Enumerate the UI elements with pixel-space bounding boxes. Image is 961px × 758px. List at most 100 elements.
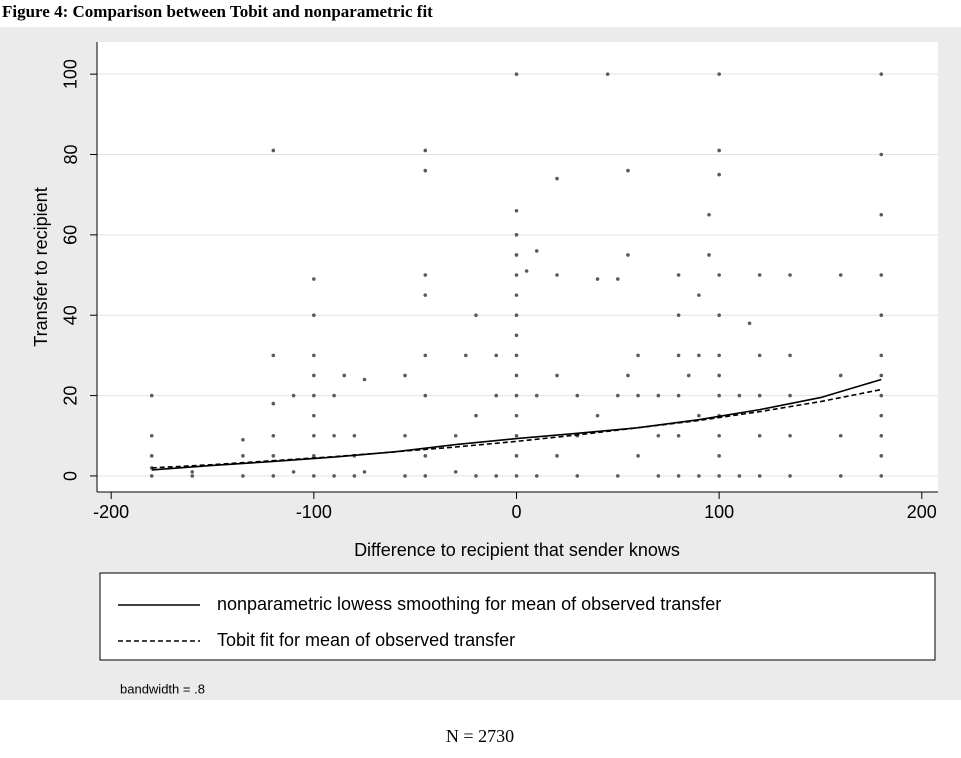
scatter-point — [423, 454, 428, 458]
scatter-point — [271, 148, 276, 153]
scatter-point — [788, 433, 792, 438]
scatter-point — [423, 353, 428, 358]
scatter-point — [291, 393, 296, 398]
scatter-point — [534, 474, 539, 478]
scatter-point — [879, 433, 884, 438]
y-tick-label: 40 — [61, 305, 81, 325]
scatter-point — [686, 373, 691, 378]
scatter-point — [575, 474, 580, 478]
scatter-point — [423, 273, 428, 277]
y-tick-label: 0 — [61, 471, 81, 481]
scatter-point — [788, 474, 792, 478]
scatter-point — [717, 433, 721, 438]
x-tick-label: 0 — [511, 502, 521, 522]
scatter-point — [626, 373, 630, 378]
scatter-point — [474, 313, 478, 318]
scatter-point — [403, 433, 407, 438]
scatter-point — [595, 413, 600, 418]
scatter-point — [676, 393, 681, 398]
scatter-point — [312, 373, 316, 378]
plot-area — [97, 42, 938, 492]
scatter-point — [717, 148, 721, 153]
scatter-point — [697, 293, 701, 297]
scatter-point — [676, 474, 681, 478]
scatter-point — [747, 321, 752, 326]
scatter-point — [312, 413, 316, 418]
scatter-point — [717, 373, 721, 378]
scatter-point — [362, 377, 367, 382]
scatter-point — [555, 273, 559, 277]
scatter-point — [555, 176, 559, 181]
scatter-point — [190, 474, 195, 478]
scatter-point — [514, 313, 519, 318]
scatter-point — [879, 454, 884, 458]
scatter-point — [312, 454, 316, 458]
fit-line — [151, 378, 882, 471]
scatter-point — [879, 212, 884, 217]
scatter-point — [494, 353, 499, 358]
scatter-point — [676, 313, 681, 318]
scatter-point — [312, 353, 316, 358]
scatter-point — [879, 273, 884, 277]
scatter-point — [697, 353, 701, 358]
scatter-point — [423, 474, 428, 478]
scatter-point — [717, 273, 721, 277]
scatter-point — [514, 273, 519, 277]
scatter-point — [474, 474, 478, 478]
scatter-point — [717, 313, 721, 318]
scatter-point — [423, 393, 428, 398]
scatter-point — [717, 172, 721, 177]
chart-title: Figure 4: Comparison between Tobit and n… — [2, 2, 433, 21]
scatter-point — [534, 249, 539, 253]
scatter-point — [879, 313, 884, 318]
scatter-point — [656, 433, 661, 438]
caption: N = 2730 — [446, 726, 514, 746]
x-tick-label: 100 — [704, 502, 734, 522]
scatter-point — [464, 353, 468, 358]
scatter-point — [636, 393, 640, 398]
scatter-point — [241, 454, 245, 458]
scatter-point — [403, 474, 407, 478]
scatter-point — [514, 393, 519, 398]
scatter-point — [676, 273, 681, 277]
scatter-point — [697, 474, 701, 478]
scatter-point — [707, 212, 711, 217]
scatter-point — [879, 413, 884, 418]
scatter-point — [149, 433, 154, 438]
scatter-point — [555, 454, 559, 458]
scatter-point — [453, 470, 458, 474]
y-tick-label: 60 — [61, 225, 81, 245]
scatter-point — [626, 253, 630, 257]
scatter-point — [737, 393, 742, 398]
scatter-point — [757, 273, 762, 277]
scatter-point — [149, 393, 154, 398]
scatter-point — [879, 373, 884, 378]
scatter-point — [514, 72, 519, 76]
scatter-point — [788, 353, 792, 358]
scatter-point — [453, 433, 458, 438]
scatter-point — [514, 373, 519, 378]
scatter-point — [555, 373, 559, 378]
scatter-point — [332, 393, 336, 398]
note: bandwidth = .8 — [120, 681, 205, 696]
scatter-point — [616, 474, 620, 478]
legend-label: nonparametric lowess smoothing for mean … — [217, 594, 721, 614]
scatter-point — [514, 293, 519, 297]
scatter-point — [717, 474, 721, 478]
scatter-point — [879, 393, 884, 398]
scatter-point — [534, 393, 539, 398]
scatter-point — [879, 152, 884, 157]
y-tick-label: 100 — [61, 59, 81, 89]
scatter-point — [514, 233, 519, 237]
scatter-point — [788, 273, 792, 277]
scatter-point — [788, 393, 792, 398]
scatter-point — [312, 433, 316, 438]
scatter-point — [656, 393, 661, 398]
scatter-point — [312, 277, 316, 281]
scatter-point — [717, 72, 721, 76]
scatter-point — [717, 353, 721, 358]
scatter-point — [514, 208, 519, 213]
scatter-point — [514, 253, 519, 257]
scatter-point — [271, 474, 276, 478]
scatter-point — [149, 474, 154, 478]
